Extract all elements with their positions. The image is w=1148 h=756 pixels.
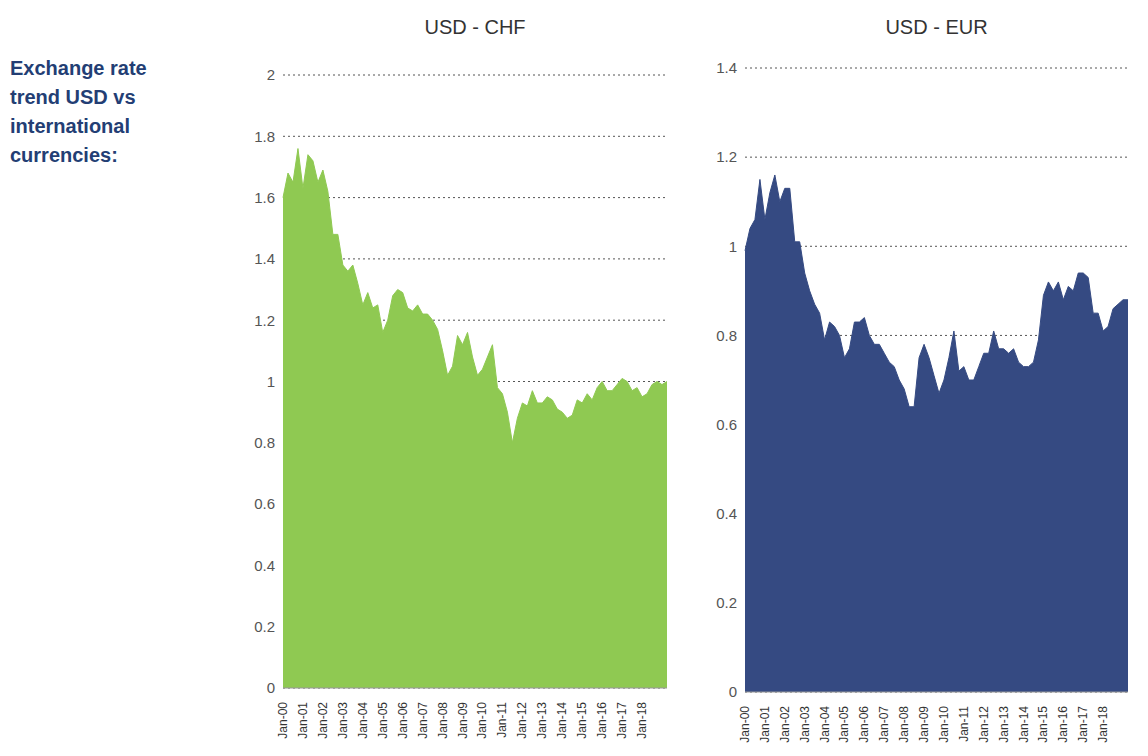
html-text:USD - CHF: USD - CHF [424,16,526,38]
svg-text:Jan-11: Jan-11 [495,702,509,738]
svg-text:Jan-02: Jan-02 [316,702,330,739]
svg-text:0.4: 0.4 [716,505,737,522]
svg-text:0.6: 0.6 [716,416,737,433]
svg-text:Jan-15: Jan-15 [575,702,589,739]
svg-text:2: 2 [267,66,275,83]
svg-text:Jan-03: Jan-03 [336,702,350,739]
svg-text:0.2: 0.2 [254,618,275,635]
svg-text:Jan-18: Jan-18 [635,702,649,739]
svg-text:1: 1 [267,373,275,390]
html-text:USD - EUR: USD - EUR [885,16,988,38]
svg-text:0.8: 0.8 [716,327,737,344]
svg-text:Jan-18: Jan-18 [1096,706,1110,743]
svg-text:Jan-07: Jan-07 [416,702,430,739]
svg-text:Jan-09: Jan-09 [917,706,931,743]
svg-text:Jan-05: Jan-05 [837,706,851,743]
svg-text:Jan-10: Jan-10 [937,706,951,743]
svg-text:0.8: 0.8 [254,434,275,451]
svg-text:Jan-05: Jan-05 [376,702,390,739]
svg-text:1.2: 1.2 [254,312,275,329]
svg-text:1.6: 1.6 [254,189,275,206]
svg-text:1.4: 1.4 [716,59,737,76]
svg-text:Jan-04: Jan-04 [356,702,370,739]
svg-text:Jan-04: Jan-04 [818,706,832,743]
svg-text:Jan-14: Jan-14 [1017,706,1031,743]
svg-text:Jan-00: Jan-00 [738,706,752,743]
svg-text:Jan-16: Jan-16 [595,702,609,739]
svg-text:Jan-03: Jan-03 [798,706,812,743]
svg-text:Jan-10: Jan-10 [475,702,489,739]
svg-text:Jan-15: Jan-15 [1036,706,1050,743]
svg-text:Jan-08: Jan-08 [436,702,450,739]
svg-text:1: 1 [729,238,737,255]
svg-text:Jan-07: Jan-07 [877,706,891,743]
svg-text:Jan-13: Jan-13 [997,706,1011,743]
svg-text:1.8: 1.8 [254,128,275,145]
svg-text:Jan-13: Jan-13 [535,702,549,739]
svg-text:Jan-09: Jan-09 [456,702,470,739]
svg-text:Jan-01: Jan-01 [296,702,310,739]
svg-text:Jan-06: Jan-06 [857,706,871,743]
svg-text:Jan-17: Jan-17 [615,702,629,739]
html-text:Exchange rate trend USD vs int: Exchange rate trend USD vs international… [10,57,147,166]
svg-text:Jan-16: Jan-16 [1056,706,1070,743]
svg-text:0: 0 [729,683,737,700]
svg-text:Jan-17: Jan-17 [1076,706,1090,743]
svg-text:0: 0 [267,679,275,696]
svg-text:Jan-02: Jan-02 [778,706,792,743]
svg-text:Jan-14: Jan-14 [555,702,569,739]
svg-text:Jan-12: Jan-12 [977,706,991,743]
svg-text:Jan-08: Jan-08 [897,706,911,743]
svg-text:Jan-00: Jan-00 [276,702,290,739]
svg-text:Jan-11: Jan-11 [957,706,971,742]
svg-text:0.4: 0.4 [254,557,275,574]
svg-text:0.6: 0.6 [254,495,275,512]
svg-text:Jan-06: Jan-06 [396,702,410,739]
svg-text:1.4: 1.4 [254,250,275,267]
svg-text:Jan-12: Jan-12 [515,702,529,739]
svg-text:0.2: 0.2 [716,594,737,611]
svg-text:1.2: 1.2 [716,148,737,165]
svg-text:Jan-01: Jan-01 [758,706,772,743]
